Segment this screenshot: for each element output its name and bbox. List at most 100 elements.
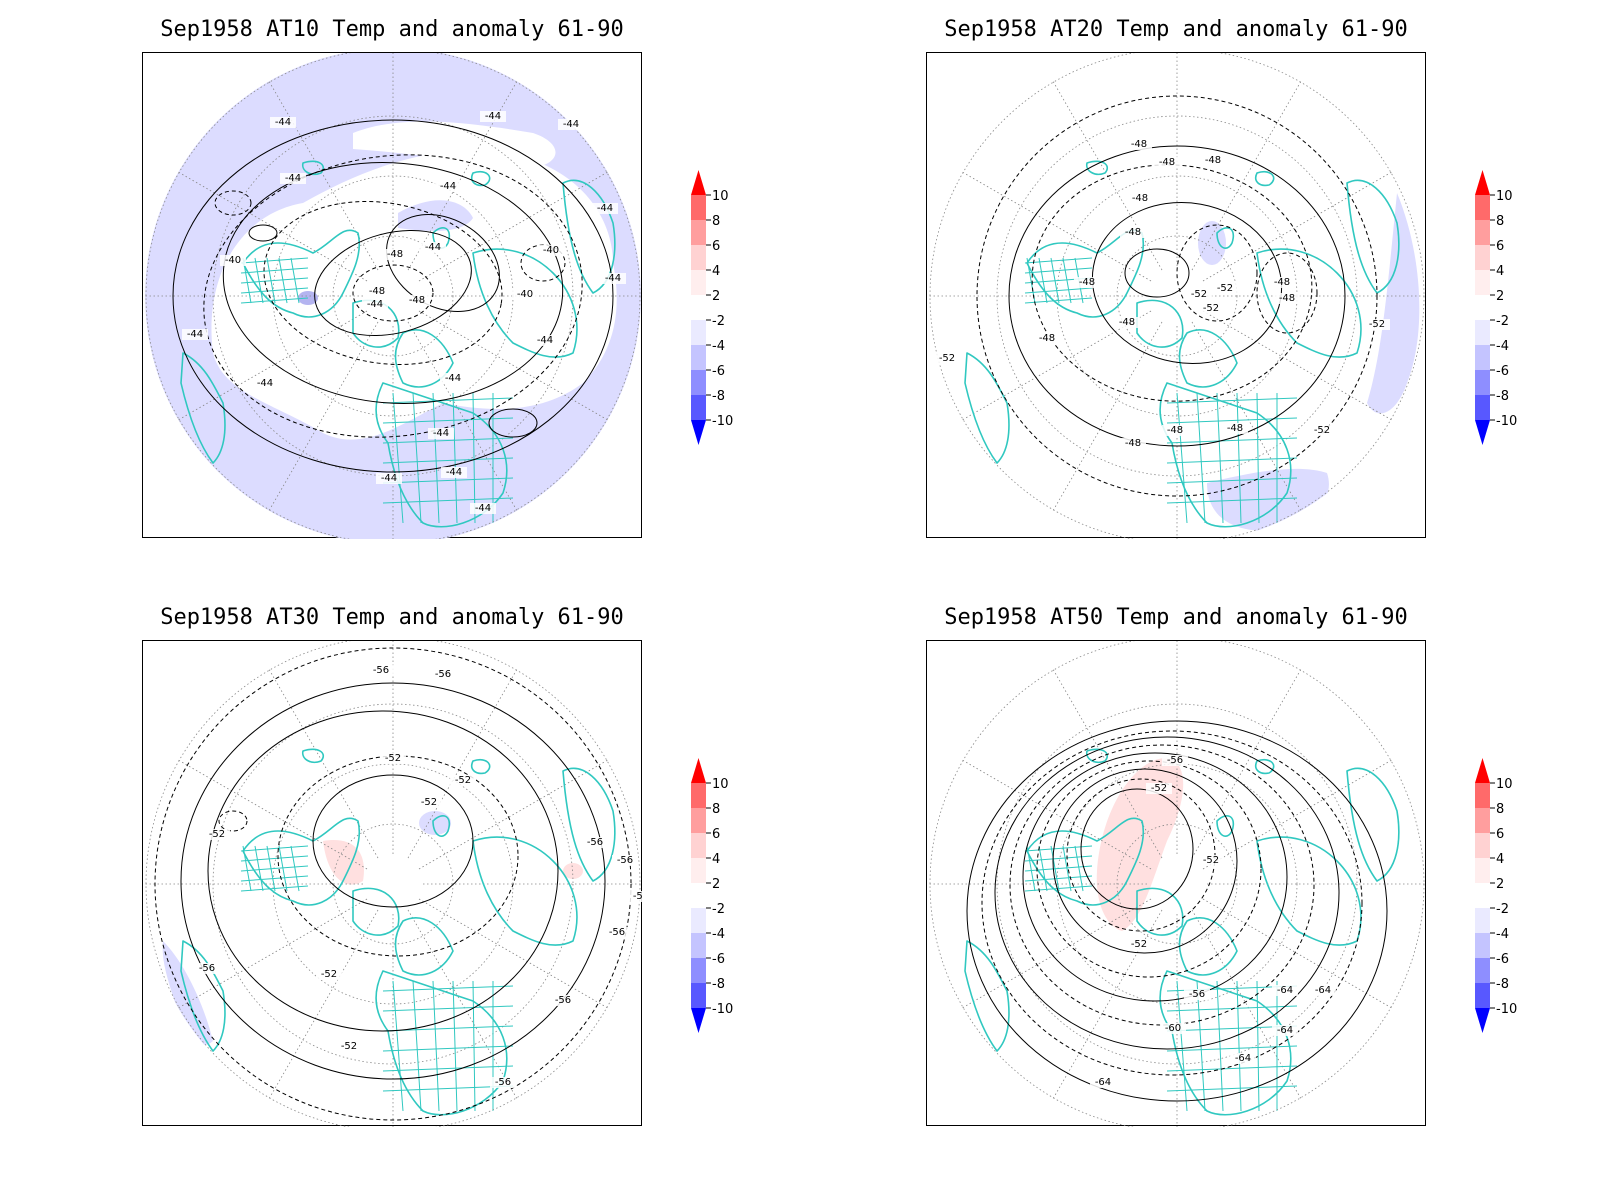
- panel-title-at20: Sep1958 AT20 Temp and anomaly 61-90: [944, 17, 1408, 42]
- contour-label: -44: [605, 273, 621, 284]
- colorbar-segment: [691, 933, 706, 958]
- colorbar-segment: [1475, 933, 1490, 958]
- contour-label: -56: [617, 855, 633, 866]
- colorbar-tick-label: 6: [712, 239, 720, 254]
- contour-label: -48: [1131, 139, 1147, 150]
- contour-label: -52: [1203, 855, 1219, 866]
- colorbar-segment: [1475, 270, 1490, 295]
- colorbar-svg-at20: 10 8 6 4 2 -2 -4 -6 -8 -10: [1475, 170, 1517, 445]
- contour-label: -44: [440, 181, 456, 192]
- colorbar-segment: [1475, 245, 1490, 270]
- colorbar-tick-label: -4: [712, 927, 725, 942]
- contour-label: -48: [1132, 193, 1148, 204]
- colorbar-tick-label: -8: [712, 977, 725, 992]
- colorbar-segment: [691, 983, 706, 1008]
- contour-label: -48: [387, 249, 403, 260]
- contour-label: -44: [381, 473, 397, 484]
- map-panel-at30: -56 -56 -52 -52 -52 -52 -56 -56 -56 -56 -56 -52 -52 -…: [142, 640, 643, 1127]
- colorbar-arrow-up: [1475, 758, 1490, 783]
- contour-label: -64: [1235, 1053, 1251, 1064]
- contour-label: -52: [1314, 425, 1330, 436]
- colorbar-arrow-down: [1475, 1008, 1490, 1033]
- colorbar-segment: [691, 833, 706, 858]
- contour-label: -44: [367, 299, 383, 310]
- contour-label: -48: [1205, 155, 1221, 166]
- colorbar-tick-label: -2: [712, 902, 725, 917]
- colorbar-tick-label: -2: [712, 314, 725, 329]
- colorbar-segment: [691, 195, 706, 220]
- colorbar-tick-label: -4: [1496, 927, 1509, 942]
- contour-label: -44: [563, 119, 579, 130]
- contour-label: -56: [1189, 989, 1205, 1000]
- colorbar-segment: [691, 908, 706, 933]
- contour-label: -56: [495, 1077, 511, 1088]
- colorbar-segment: [1475, 783, 1490, 808]
- contour-label: -56: [587, 837, 603, 848]
- contour-label: -52: [1191, 289, 1207, 300]
- colorbar-segment: [691, 958, 706, 983]
- contour-label: -44: [275, 117, 291, 128]
- colorbar-tick-label: 6: [712, 827, 720, 842]
- colorbar-svg-at50: 10 8 6 4 2 -2 -4 -6 -8 -10: [1475, 758, 1517, 1033]
- colorbar-arrow-down: [1475, 420, 1490, 445]
- colorbar-segment: [691, 295, 706, 320]
- contour-label: -64: [1277, 985, 1293, 996]
- contour-label: -48: [1119, 317, 1135, 328]
- colorbar-segment: [691, 395, 706, 420]
- contour-label: -48: [1279, 293, 1295, 304]
- contour-label: -44: [537, 335, 553, 346]
- contour-label: -44: [597, 203, 613, 214]
- colorbar-tick-label: 6: [1496, 239, 1504, 254]
- colorbar-tick-label: -6: [712, 952, 725, 967]
- colorbar-at50: 10 8 6 4 2 -2 -4 -6 -8 -10: [1472, 758, 1562, 1048]
- colorbar-arrow-up: [691, 758, 706, 783]
- contour-label: -48: [1159, 157, 1175, 168]
- contour-label: -40: [543, 245, 559, 256]
- colorbar-at10: 10 8 6 4 2 -2 -4 -6 -8 -10: [688, 170, 778, 460]
- colorbar-tick-label: -2: [1496, 902, 1509, 917]
- contour-label: -52: [341, 1041, 357, 1052]
- contour-label: -48: [1227, 423, 1243, 434]
- colorbar-tick-label: 8: [712, 214, 720, 229]
- colorbar-tick-label: -10: [712, 414, 733, 429]
- contour-label: -52: [209, 829, 225, 840]
- colorbar-segment: [691, 808, 706, 833]
- colorbar-tick-label: -4: [712, 339, 725, 354]
- colorbar-arrow-up: [691, 170, 706, 195]
- colorbar-segment: [691, 345, 706, 370]
- map-panel-at50: -56 -52 -52 -52 -56 -60 -64 -64 -64 -64 -64: [926, 640, 1426, 1127]
- contour-label: -44: [285, 173, 301, 184]
- colorbar-tick-label: 2: [712, 289, 720, 304]
- colorbar-arrow-down: [691, 1008, 706, 1033]
- colorbar-segment: [691, 858, 706, 883]
- colorbar-arrow-up: [1475, 170, 1490, 195]
- contour-label: -44: [433, 428, 449, 439]
- contour-label: -52: [1131, 939, 1147, 950]
- colorbar-tick-label: -10: [1496, 1002, 1517, 1017]
- colorbar-svg-at10: 10 8 6 4 2 -2 -4 -6 -8 -10: [691, 170, 733, 445]
- contour-label: -60: [1165, 1023, 1181, 1034]
- colorbar-tick-label: 4: [712, 264, 720, 279]
- colorbar-tick-label: 10: [1496, 189, 1513, 204]
- contour-label: -52: [421, 797, 437, 808]
- map-at30: -56 -56 -52 -52 -52 -52 -56 -56 -56 -56 -56 -52 -52 -…: [145, 641, 643, 1127]
- contour-label: -48: [1079, 277, 1095, 288]
- colorbar-segment: [691, 245, 706, 270]
- contour-label: -48: [1039, 333, 1055, 344]
- colorbar-segment: [1475, 295, 1490, 320]
- colorbar-segment: [1475, 858, 1490, 883]
- colorbar-tick-label: 4: [1496, 264, 1504, 279]
- colorbar-segment: [1475, 220, 1490, 245]
- contour-label: -64: [1095, 1077, 1111, 1088]
- colorbar-tick-label: -6: [1496, 364, 1509, 379]
- contour-label: -64: [1315, 985, 1331, 996]
- colorbar-segment: [1475, 883, 1490, 908]
- colorbar-segment: [691, 883, 706, 908]
- contour-label: -56: [633, 891, 643, 902]
- colorbar-svg-at30: 10 8 6 4 2 -2 -4 -6 -8 -10: [691, 758, 733, 1033]
- colorbar-tick-label: 2: [712, 877, 720, 892]
- panel-title-at50: Sep1958 AT50 Temp and anomaly 61-90: [944, 605, 1408, 630]
- contour-label: -44: [485, 111, 501, 122]
- contour-label: -56: [555, 995, 571, 1006]
- contour-label: -44: [446, 467, 462, 478]
